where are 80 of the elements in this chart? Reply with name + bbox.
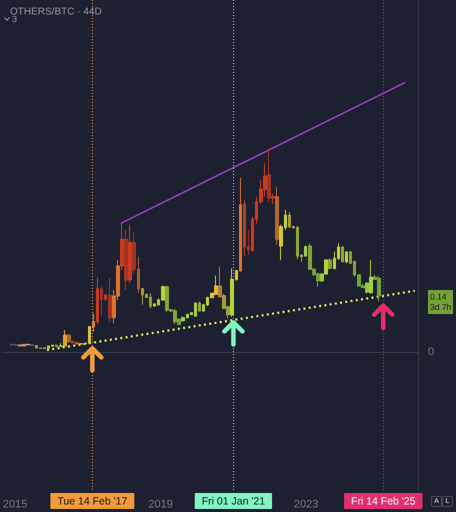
candlestick xyxy=(365,282,369,294)
candlestick xyxy=(30,344,34,346)
y-tick-label: 0 xyxy=(428,346,434,358)
candlestick xyxy=(161,285,165,302)
text: 3d 7h xyxy=(428,302,453,314)
candlestick xyxy=(230,268,234,318)
candlestick xyxy=(214,275,218,296)
candlestick xyxy=(328,258,332,270)
candlestick xyxy=(279,224,283,260)
x-tick-label: 2015 xyxy=(2,498,28,510)
candlestick xyxy=(79,342,83,346)
candlestick xyxy=(96,276,99,324)
candlestick xyxy=(296,226,299,260)
candlestick xyxy=(18,344,22,347)
candlestick xyxy=(35,344,38,349)
candlestick xyxy=(235,270,238,282)
candlestick xyxy=(308,242,312,270)
candlestick xyxy=(157,298,160,306)
candlestick xyxy=(67,334,71,343)
candlestick xyxy=(124,230,128,290)
candlestick xyxy=(243,200,246,256)
candlestick xyxy=(194,302,197,318)
candlestick xyxy=(173,308,177,324)
candlestick xyxy=(304,245,307,258)
x-tick-label: 2019 xyxy=(148,498,173,510)
candlestick xyxy=(284,210,287,230)
candlestick xyxy=(222,294,226,310)
candlestick xyxy=(22,344,26,347)
candlestick xyxy=(198,301,201,312)
candlestick xyxy=(59,342,63,348)
candlestick xyxy=(181,316,185,322)
candlestick xyxy=(218,266,222,298)
candlestick xyxy=(132,232,136,274)
candlestick xyxy=(169,308,173,312)
candlestick xyxy=(92,312,95,332)
candlestick xyxy=(373,274,377,280)
candlestick xyxy=(84,342,87,345)
candlestick xyxy=(63,330,67,348)
candlestick xyxy=(239,178,242,272)
x-tick-label: 2023 xyxy=(294,498,318,510)
candlestick xyxy=(71,340,75,344)
candlestick xyxy=(377,276,381,302)
candlestick xyxy=(149,292,152,309)
candlestick xyxy=(267,148,271,202)
ref-line-label: Fri 01 Jan '21 xyxy=(202,496,266,508)
candlestick xyxy=(275,186,279,246)
candlestick xyxy=(165,285,169,312)
candlestick xyxy=(288,212,291,228)
candlestick xyxy=(324,258,328,276)
candlestick xyxy=(104,294,107,302)
candlestick xyxy=(341,246,344,263)
ref-line-label: Tue 14 Feb '17 xyxy=(57,496,128,508)
candlestick xyxy=(206,296,209,306)
candlestick xyxy=(345,250,348,264)
candlestick xyxy=(145,292,148,298)
candlestick xyxy=(88,326,91,345)
candlestick xyxy=(10,343,14,346)
candlestick xyxy=(316,272,320,288)
candlestick xyxy=(357,274,361,288)
candlestick xyxy=(75,342,79,345)
candlestick xyxy=(55,344,58,348)
candlestick xyxy=(369,260,373,294)
candlestick xyxy=(108,278,112,322)
candlestick xyxy=(137,256,140,294)
candlestick xyxy=(120,222,124,270)
candlestick xyxy=(141,288,144,306)
y-tick-label: 0.14 xyxy=(430,292,447,302)
candlestick xyxy=(153,302,156,308)
candlestick xyxy=(320,272,324,282)
candlestick xyxy=(47,345,50,350)
candlestick xyxy=(226,305,230,319)
candlestick xyxy=(100,286,103,316)
candlestick xyxy=(128,224,132,284)
candlestick xyxy=(202,304,205,312)
ref-line-label: Fri 14 Feb '25 xyxy=(351,496,416,508)
candlestick xyxy=(247,230,250,256)
candlestick xyxy=(210,292,214,299)
candlestick xyxy=(177,318,181,326)
annotation: 3 xyxy=(12,14,18,24)
candlestick xyxy=(271,194,275,204)
